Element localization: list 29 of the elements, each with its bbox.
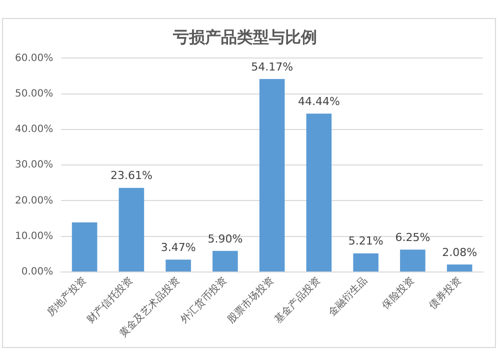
y-tick-label: 10.00% [14, 230, 54, 242]
bar [400, 250, 426, 272]
chart-title: 亏损产品类型与比例 [172, 28, 317, 47]
data-label: 44.44% [298, 94, 340, 108]
bar [118, 188, 144, 272]
bar [166, 260, 191, 272]
data-label: 2.08% [442, 246, 478, 259]
data-label: 5.21% [348, 234, 384, 248]
y-tick-label: 40.00% [14, 124, 54, 136]
x-tick-label: 保险投资 [380, 274, 417, 312]
x-tick-label: 债券投资 [426, 274, 464, 312]
x-tick-label: 基金产品投资 [272, 274, 323, 326]
bar [353, 253, 378, 272]
bar [259, 78, 285, 272]
bar [72, 222, 98, 272]
y-tick-label: 20.00% [14, 195, 54, 206]
y-tick-label: 50.00% [14, 88, 54, 100]
data-label: 5.90% [208, 232, 243, 246]
bar [446, 264, 472, 272]
data-label: 6.25% [395, 231, 430, 244]
x-tick-label: 金融衍生品 [326, 274, 370, 318]
y-tick-label: 60.00% [14, 52, 54, 64]
y-tick-label: 0.00% [21, 266, 54, 278]
data-label: 23.61% [110, 169, 152, 182]
bar [212, 250, 238, 272]
data-label: 3.47% [160, 240, 196, 254]
bar [306, 114, 332, 272]
data-label: 54.17% [251, 60, 294, 74]
y-tick-label: 30.00% [14, 160, 54, 171]
